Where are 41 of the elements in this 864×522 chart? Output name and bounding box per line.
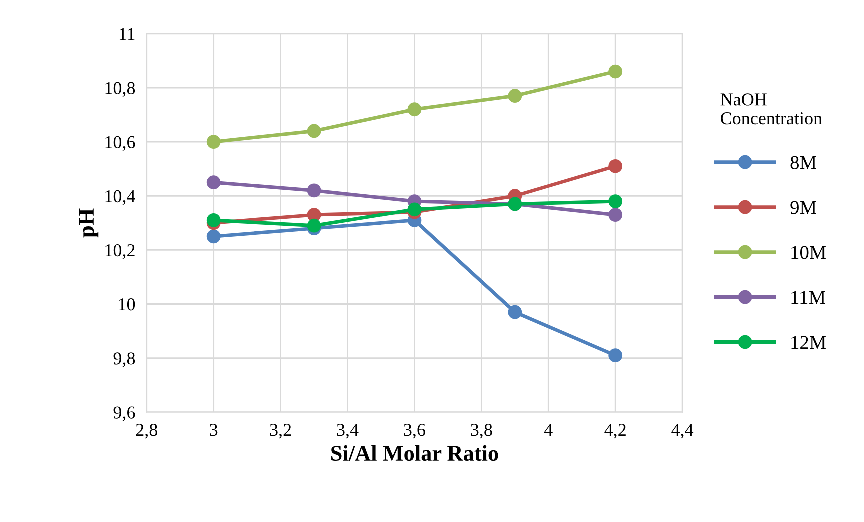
x-tick-label: 3,6 [404,424,426,439]
y-tick-label: 11 [120,28,135,40]
x-tick-label: 3,2 [270,424,292,439]
y-tick-label: 10,6 [106,136,136,152]
point [206,176,221,190]
point [608,64,623,79]
y-tick-label: 10,4 [106,190,136,206]
y-tick-label: 10 [119,298,136,311]
point [508,305,522,320]
point [206,135,221,150]
y-axis-title: pH [79,208,99,238]
x-tick-label: 3,4 [337,424,359,439]
point [408,102,422,117]
legend-label: 9M [790,201,816,214]
point [608,194,623,208]
point [608,348,623,363]
point [206,214,221,228]
y-tick-label: 9,8 [114,352,136,368]
x-tick-label: 3 [210,424,218,436]
legend-label: 11M [792,291,826,304]
point [206,230,221,244]
x-tick-label: 4,4 [672,424,694,439]
point [508,89,522,104]
legend-label: 12M [792,336,826,350]
point [608,208,623,222]
point [307,124,322,138]
point [608,159,623,174]
legend-label: 8M [790,156,816,170]
x-tick-label: 4 [544,424,553,436]
legend-label: 10M [792,246,826,260]
point [307,184,322,198]
x-tick-label: 4,2 [604,424,626,439]
point [307,218,322,233]
y-tick-label: 10,2 [106,244,135,260]
x-axis-title: Si/Al Molar Ratio [332,445,498,462]
y-tick-label: 10,8 [106,82,136,98]
point [408,202,422,217]
x-tick-label: 2,8 [136,424,158,439]
y-tick-label: 9,6 [114,406,136,422]
legend-title: NaOH Concentration [720,94,822,125]
x-tick-label: 3,8 [471,424,492,439]
